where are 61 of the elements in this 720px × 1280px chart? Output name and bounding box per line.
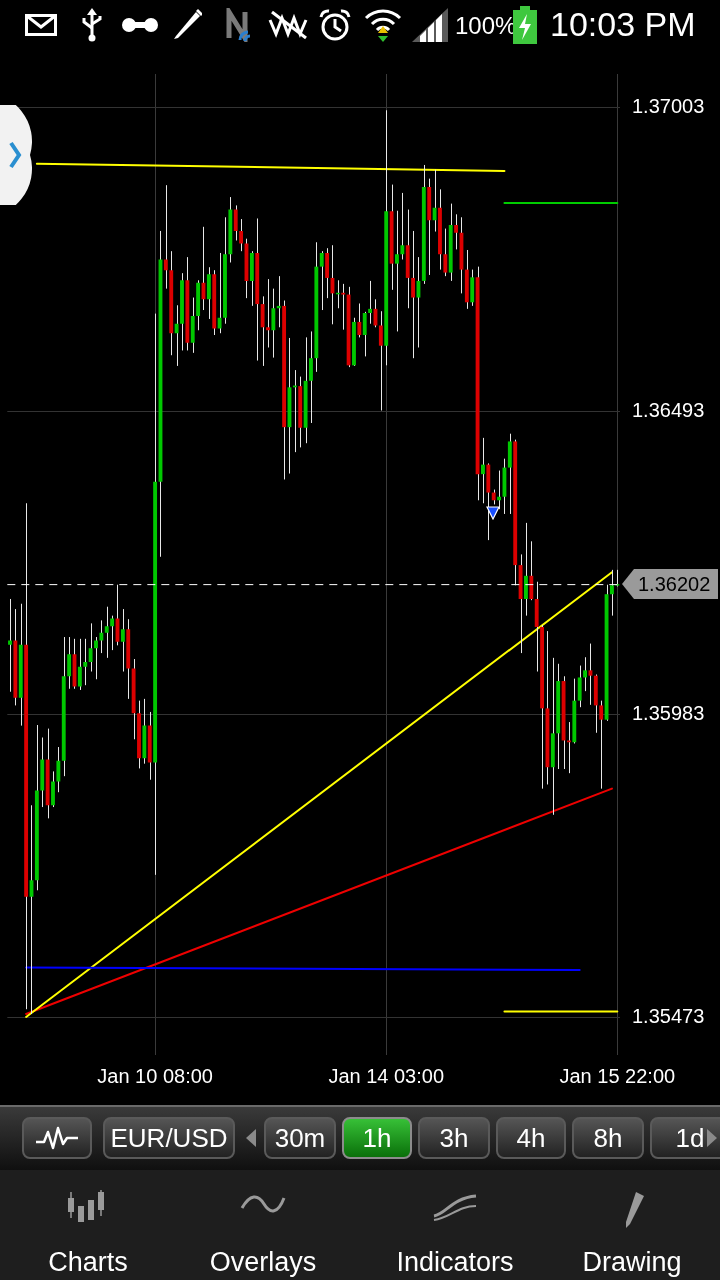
candlestick (319, 250, 324, 311)
candlestick (400, 192, 405, 260)
candlestick (395, 210, 399, 332)
candlestick (567, 721, 571, 774)
text: Charts (47, 1247, 129, 1277)
text: EUR/USD (109, 1123, 229, 1153)
candlestick (529, 540, 534, 601)
candlestick (411, 230, 416, 359)
candlestick (443, 228, 448, 277)
candlestick (110, 615, 115, 651)
candlestick (67, 636, 72, 690)
text: Drawing (581, 1247, 683, 1277)
ref-line-label: 1.36202 (638, 572, 711, 595)
text: 8h (592, 1123, 624, 1153)
x-tick-label: Jan 10 08:00 (97, 1064, 213, 1087)
text: 100% (455, 12, 517, 39)
candlestick (217, 252, 222, 334)
candlestick (88, 622, 93, 673)
candlestick (432, 169, 437, 233)
candlestick (260, 295, 265, 367)
candlestick (233, 204, 238, 241)
candlestick (51, 770, 55, 808)
candlestick (174, 304, 179, 367)
x-tick-label: Jan 15 22:00 (559, 1064, 676, 1087)
text: 1d (674, 1123, 706, 1153)
candlestick (239, 218, 244, 252)
candlestick (83, 638, 88, 686)
candlestick (368, 280, 373, 325)
text: 1h (361, 1123, 393, 1153)
text: 10:03 PM (550, 5, 696, 43)
text: 30m (273, 1123, 327, 1153)
candlestick (577, 665, 582, 708)
candlestick (454, 213, 459, 250)
y-tick-label: 1.35983 (632, 701, 705, 724)
candlestick (94, 636, 98, 680)
text: Overlays (208, 1247, 318, 1277)
candlestick (8, 598, 12, 693)
candlestick (163, 184, 168, 290)
y-tick-label: 1.36493 (632, 398, 705, 421)
candlestick (481, 437, 485, 504)
candlestick (378, 310, 383, 412)
y-tick-label: 1.35473 (632, 1005, 705, 1028)
candlestick (583, 656, 587, 692)
candlestick (309, 330, 313, 424)
candlestick (104, 606, 109, 659)
candlestick (266, 278, 270, 348)
candlestick (56, 746, 61, 793)
candlestick (77, 638, 82, 691)
candlestick (362, 311, 367, 357)
candlestick (120, 608, 125, 673)
candlestick (271, 288, 276, 359)
text: Indicators (395, 1247, 515, 1277)
candlestick (599, 700, 604, 790)
candlestick (524, 522, 528, 617)
candlestick (99, 619, 104, 654)
x-tick-label: Jan 14 03:00 (328, 1064, 445, 1087)
text: 4h (515, 1123, 547, 1153)
candlestick (341, 283, 346, 331)
y-tick-label: 1.37003 (632, 95, 705, 118)
candlestick (357, 303, 362, 338)
text: 3h (438, 1123, 470, 1153)
